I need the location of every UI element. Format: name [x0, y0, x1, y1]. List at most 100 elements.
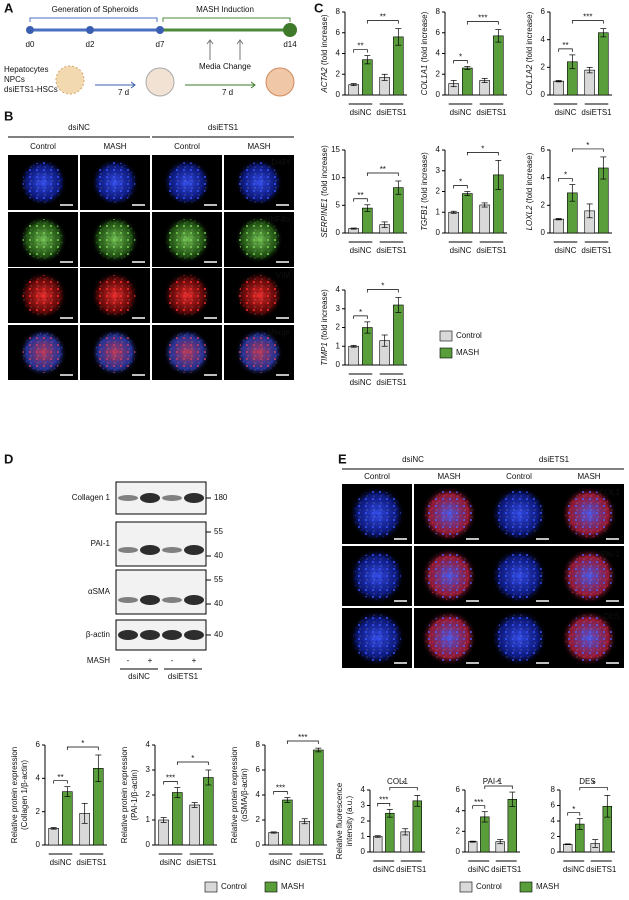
sig-label: ***: [166, 774, 175, 783]
y-axis-label-text: (fold increase): [525, 11, 534, 62]
error-bar: [95, 754, 102, 783]
chart-title: DES: [579, 777, 595, 786]
arrow: [95, 81, 136, 89]
phase-bracket: [162, 17, 291, 22]
blot-label: β-actin: [86, 630, 110, 639]
arrow: [206, 39, 214, 60]
sig-label: *: [459, 53, 462, 62]
y-tick-label: 2: [256, 815, 261, 824]
day-label: d2: [86, 40, 95, 49]
y-axis-label-gene: SERPINE1: [320, 198, 329, 238]
error-bar: [284, 797, 291, 803]
spheroid-texture: [94, 162, 136, 203]
sig-label: *: [191, 754, 194, 763]
error-bar: [395, 297, 402, 313]
y-tick-label: 4: [551, 816, 556, 825]
spheroid-texture: [353, 490, 401, 538]
error-bar: [481, 202, 488, 208]
error-bar: [50, 827, 57, 830]
sig-bracket: [163, 781, 178, 785]
bar: [282, 799, 293, 846]
error-bar: [569, 54, 576, 70]
legend-swatch: [439, 347, 453, 359]
x-tick-label: dsiNC: [350, 246, 372, 255]
timepoint: [156, 26, 164, 34]
group-label: dsiETS1: [539, 455, 570, 464]
x-tick-label: dsiETS1: [396, 865, 427, 874]
y-tick-label: 8: [551, 785, 556, 794]
error-bar: [174, 787, 181, 798]
error-bar: [586, 203, 593, 219]
y-axis-label: ACTA2 (fold increase): [320, 14, 329, 93]
band: [118, 547, 138, 553]
error-bar: [414, 795, 421, 807]
error-bar: [350, 227, 357, 230]
y-axis-label-gene: COL1A2: [525, 64, 534, 95]
y-tick-label: 0: [541, 90, 546, 99]
band: [184, 630, 204, 640]
sig-label: *: [586, 141, 589, 150]
condition-label: Control: [174, 142, 200, 151]
blot: [115, 521, 207, 567]
blot: [115, 569, 207, 615]
y-axis-label-gene: TGFB1: [420, 205, 429, 231]
y-tick-label: 2: [541, 62, 546, 71]
sig-bracket: [377, 803, 391, 807]
y-tick-label: 2: [146, 790, 151, 799]
error-bar: [374, 835, 381, 838]
error-bar: [402, 828, 409, 836]
legend-label: Control: [476, 882, 502, 891]
spheroid-texture: [238, 275, 280, 316]
y-tick-label: 8: [256, 740, 261, 749]
band: [184, 595, 204, 605]
y-tick-label: 2: [361, 816, 366, 825]
legend-label: MASH: [456, 348, 479, 357]
y-tick-label: 6: [541, 7, 546, 16]
bar: [268, 832, 279, 846]
y-tick-label: 4: [436, 49, 441, 58]
sig-bracket: [353, 198, 368, 202]
blot-label: αSMA: [88, 587, 111, 596]
error-bar: [450, 80, 457, 88]
x-tick-label: dsiNC: [450, 246, 472, 255]
sig-bracket: [389, 787, 418, 791]
y-tick-label: 1: [361, 832, 366, 841]
group-label: dsiETS1: [168, 672, 199, 681]
y-tick-label: 3: [336, 304, 341, 313]
panel-label: C: [314, 0, 324, 15]
x-tick-label: dsiETS1: [376, 246, 407, 255]
band: [162, 630, 182, 640]
panel-label: D: [4, 451, 13, 466]
phase-label: Generation of Spheroids: [52, 5, 139, 14]
spheroid-texture: [238, 162, 280, 203]
legend-label: MASH: [281, 882, 304, 891]
bar: [493, 35, 504, 96]
x-tick-label: dsiETS1: [586, 865, 617, 874]
sig-label: *: [592, 780, 595, 789]
y-tick-label: 10: [331, 173, 340, 182]
duration: 7 d: [222, 88, 233, 97]
error-bar: [381, 334, 388, 347]
stain-label: COL1: [599, 488, 620, 497]
sig-label: *: [81, 739, 84, 748]
y-tick-label: 0: [256, 840, 261, 849]
spheroid-texture: [353, 614, 401, 662]
y-axis-label: (PAI-1/β-actin): [130, 769, 139, 820]
bar: [393, 36, 404, 96]
blot-label: Collagen 1: [72, 493, 111, 502]
panel-label: A: [4, 0, 14, 15]
cell-type: NPCs: [4, 75, 25, 84]
y-axis-label: TGFB1 (fold increase): [420, 152, 429, 231]
y-axis-label-text: (fold increase): [525, 152, 534, 203]
x-tick-label: dsiNC: [350, 108, 372, 117]
sig-label: ***: [276, 784, 285, 793]
sig-label: **: [380, 13, 386, 22]
sig-label: ***: [298, 733, 307, 742]
sig-label: *: [497, 778, 500, 787]
legend-swatch: [264, 881, 278, 893]
sig-bracket: [558, 178, 573, 182]
y-tick-label: 4: [146, 740, 151, 749]
y-axis-label-text: (fold increase): [320, 289, 329, 340]
y-tick-label: 0: [336, 90, 341, 99]
sig-label: *: [359, 308, 362, 317]
